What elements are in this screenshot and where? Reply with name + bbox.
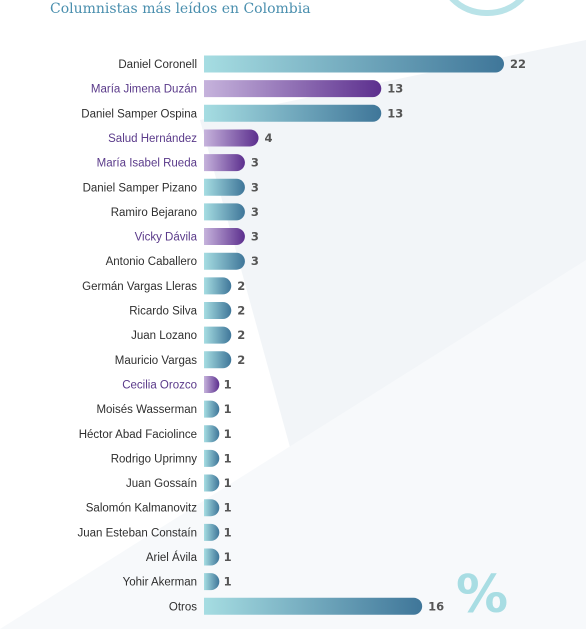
bar	[204, 573, 220, 591]
bar-label: Ramiro Bejarano	[111, 207, 197, 219]
bar	[204, 129, 259, 147]
bar-label: Vicky Dávila	[135, 232, 198, 244]
bar-value: 2	[237, 328, 245, 342]
bar-label: María Jimena Duzán	[91, 84, 197, 96]
bar	[204, 400, 220, 418]
bar-label: Yohir Akerman	[123, 577, 197, 589]
bar-value: 1	[224, 427, 232, 441]
bar-label: Mauricio Vargas	[115, 355, 197, 367]
bar-label: Daniel Samper Ospina	[81, 108, 197, 120]
bar	[204, 203, 245, 221]
bar	[204, 474, 220, 492]
bar-label: Juan Lozano	[131, 330, 197, 342]
bar	[204, 277, 232, 295]
bar-label: Salomón Kalmanovitz	[86, 503, 197, 515]
bar	[204, 351, 232, 369]
bar-value: 1	[224, 575, 232, 589]
percent-symbol: %	[456, 565, 509, 625]
bar-value: 22	[510, 57, 526, 71]
bar-value: 1	[224, 402, 232, 416]
bar-label: Ariel Ávila	[146, 551, 198, 564]
bar	[204, 449, 220, 467]
bar-value: 1	[224, 377, 232, 391]
bar-label: Germán Vargas Lleras	[82, 281, 197, 293]
bar-label: Daniel Coronell	[118, 59, 197, 71]
bar-value: 2	[237, 279, 245, 293]
bar-label: María Isabel Rueda	[97, 158, 198, 170]
bar	[204, 252, 245, 270]
bar-label: Héctor Abad Faciolince	[79, 429, 197, 441]
bar-value: 1	[224, 525, 232, 539]
bar	[204, 154, 245, 172]
bar-label: Juan Gossaín	[126, 478, 197, 490]
bar-label: Cecilia Orozco	[122, 379, 197, 391]
bar-value: 13	[387, 106, 403, 120]
bar-value: 4	[265, 131, 273, 145]
chart-title: Columnistas más leídos en Colombia	[50, 1, 311, 17]
bar-value: 1	[224, 550, 232, 564]
bar	[204, 597, 423, 615]
bar-value: 1	[224, 476, 232, 490]
bar-label: Daniel Samper Pizano	[83, 182, 197, 194]
bar	[204, 548, 220, 566]
bar-value: 16	[428, 599, 444, 613]
bar	[204, 178, 245, 196]
bar-value: 1	[224, 451, 232, 465]
bar-value: 3	[251, 230, 259, 244]
bar-value: 3	[251, 180, 259, 194]
bar-value: 13	[387, 82, 403, 96]
bar-value: 1	[224, 501, 232, 515]
bar	[204, 499, 220, 517]
bar	[204, 302, 232, 319]
bar-label: Juan Esteban Constaín	[77, 527, 197, 539]
bar	[204, 55, 504, 73]
bar-label: Moisés Wasserman	[96, 404, 197, 416]
bar-label: Otros	[169, 601, 197, 613]
bar	[204, 523, 220, 541]
bar	[204, 80, 382, 98]
bar-label: Rodrigo Uprimny	[111, 453, 198, 465]
bar-value: 2	[237, 353, 245, 367]
bar-label: Salud Hernández	[108, 133, 197, 145]
bar-label: Ricardo Silva	[129, 306, 197, 318]
bar	[204, 326, 232, 344]
bar-value: 2	[237, 304, 245, 318]
bar	[204, 425, 220, 443]
bar	[204, 104, 382, 122]
bar	[204, 228, 245, 246]
bar-value: 3	[251, 205, 259, 219]
bar-label: Antonio Caballero	[106, 256, 197, 268]
bar-value: 3	[251, 254, 259, 268]
bar	[204, 375, 220, 393]
bar-value: 3	[251, 156, 259, 170]
